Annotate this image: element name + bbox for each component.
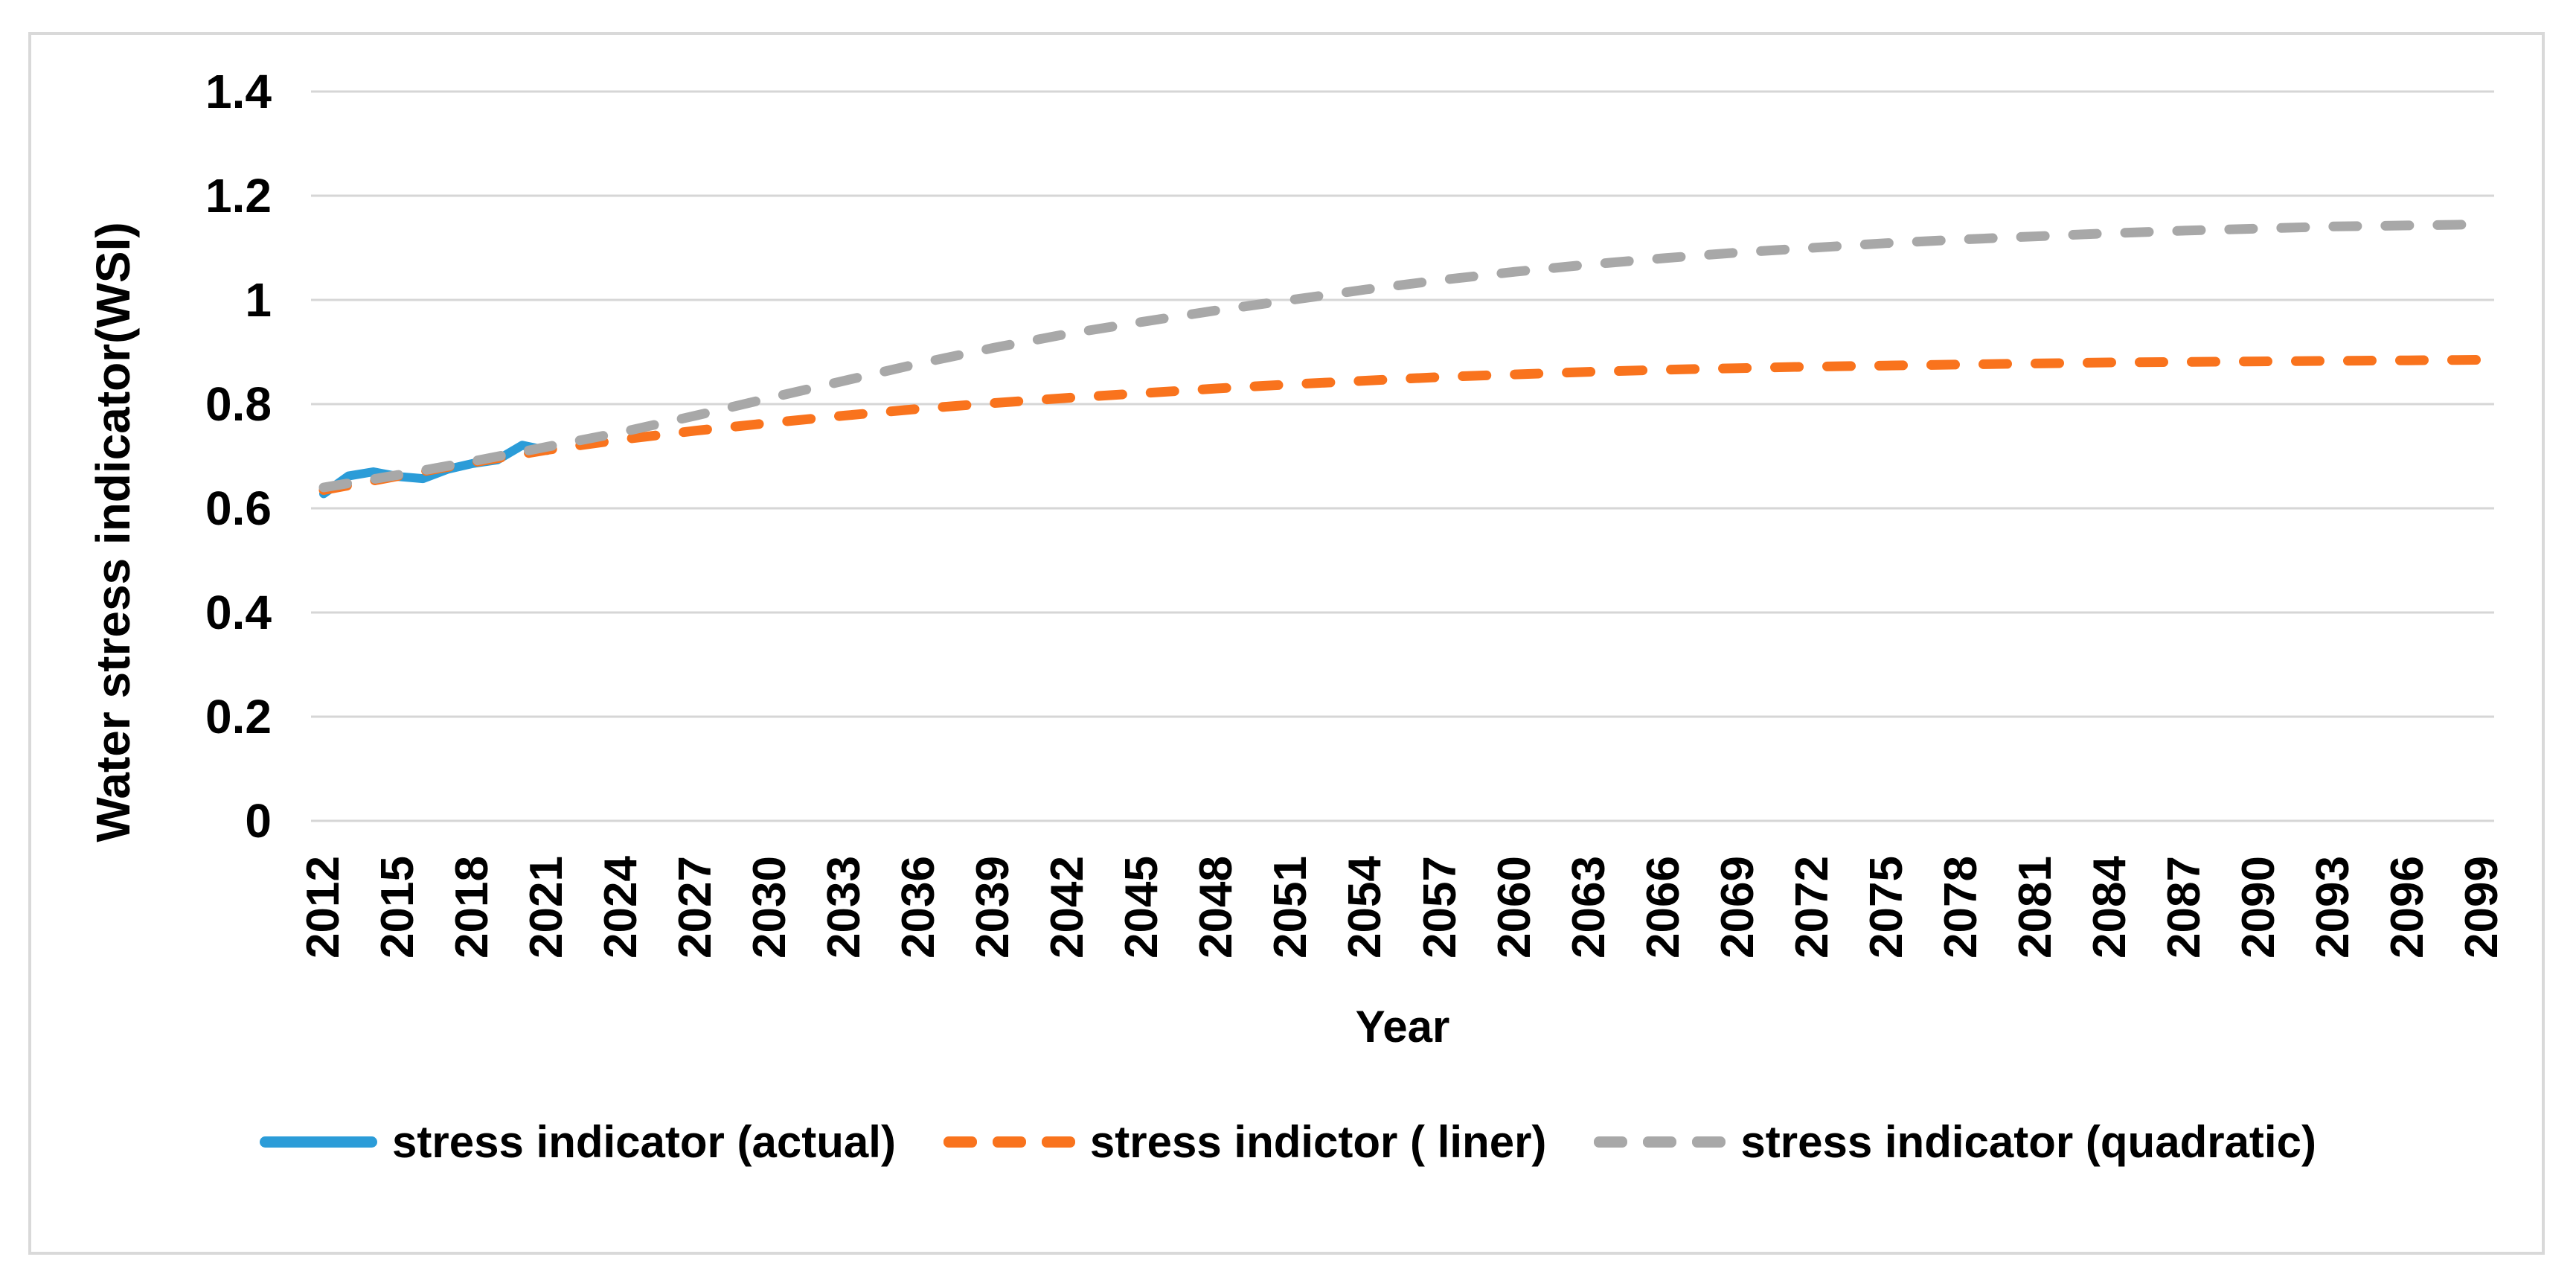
x-tick-label: 2042 — [1042, 856, 1094, 959]
x-tick-label: 2033 — [818, 856, 871, 959]
x-axis-title: Year — [1355, 1002, 1450, 1052]
legend-dash — [1643, 1136, 1677, 1148]
x-tick-label: 2090 — [2232, 856, 2284, 959]
x-tick-label: 2093 — [2307, 856, 2359, 959]
x-tick-label: 2045 — [1116, 856, 1168, 959]
figure-border — [28, 32, 2545, 1255]
x-tick-label: 2030 — [744, 856, 796, 959]
legend-dash — [1594, 1136, 1628, 1148]
x-tick-label: 2063 — [1563, 856, 1615, 959]
x-tick-label: 2099 — [2456, 856, 2508, 959]
y-axis-title: Water stress indicator(WSI) — [86, 222, 140, 842]
legend-dash — [943, 1136, 977, 1148]
legend-dash — [1041, 1136, 1075, 1148]
y-tick-label: 0.6 — [205, 482, 272, 535]
legend-item-2: stress indicator (quadratic) — [1594, 1116, 2316, 1168]
x-tick-label: 2078 — [1935, 856, 1987, 959]
legend-swatch-dashed-line — [1594, 1136, 1726, 1148]
legend-dash — [992, 1136, 1026, 1148]
series-line-2 — [318, 220, 2487, 493]
x-tick-label: 2096 — [2381, 856, 2433, 959]
x-tick-label: 2057 — [1414, 856, 1466, 959]
x-tick-label: 2075 — [1860, 856, 1912, 959]
x-tick-label: 2012 — [298, 856, 349, 959]
x-tick-label: 2069 — [1711, 856, 1763, 959]
x-tick-label: 2060 — [1488, 856, 1540, 959]
y-tick-label: 0.4 — [205, 586, 272, 639]
x-tick-label: 2048 — [1191, 856, 1243, 959]
legend-swatch-dashed-line — [943, 1136, 1075, 1148]
x-tick-label: 2072 — [1786, 856, 1838, 959]
x-tick-label: 2039 — [967, 856, 1019, 959]
x-tick-label: 2081 — [2009, 856, 2061, 959]
x-tick-label: 2027 — [670, 856, 722, 959]
legend: stress indicator (actual) stress indictor… — [0, 1116, 2576, 1168]
y-tick-label: 0.2 — [205, 690, 272, 743]
x-tick-label: 2036 — [893, 856, 945, 959]
legend-item-1: stress indictor ( liner) — [943, 1116, 1546, 1168]
legend-label: stress indicator (actual) — [392, 1117, 896, 1167]
x-tick-label: 2087 — [2158, 856, 2210, 959]
y-tick-label: 1.2 — [205, 169, 272, 223]
x-tick-label: 2084 — [2083, 856, 2136, 959]
x-tick-label: 2015 — [372, 856, 424, 959]
legend-label: stress indictor ( liner) — [1089, 1117, 1547, 1167]
x-tick-label: 2018 — [446, 856, 499, 959]
x-tick-label: 2051 — [1265, 856, 1317, 959]
y-tick-label: 1 — [245, 273, 272, 327]
y-tick-label: 1.4 — [205, 65, 272, 118]
legend-swatch-solid-line — [260, 1136, 378, 1148]
legend-label: stress indicator (quadratic) — [1740, 1117, 2316, 1167]
y-tick-label: 0.8 — [205, 377, 272, 431]
legend-item-0: stress indicator (actual) — [260, 1116, 896, 1168]
y-tick-label: 0 — [245, 794, 272, 848]
x-tick-label: 2066 — [1637, 856, 1689, 959]
x-tick-label: 2054 — [1339, 856, 1391, 959]
series-line-1 — [318, 355, 2487, 495]
x-tick-label: 2024 — [595, 856, 647, 959]
legend-dash — [1692, 1136, 1726, 1148]
x-tick-label: 2021 — [521, 856, 573, 959]
